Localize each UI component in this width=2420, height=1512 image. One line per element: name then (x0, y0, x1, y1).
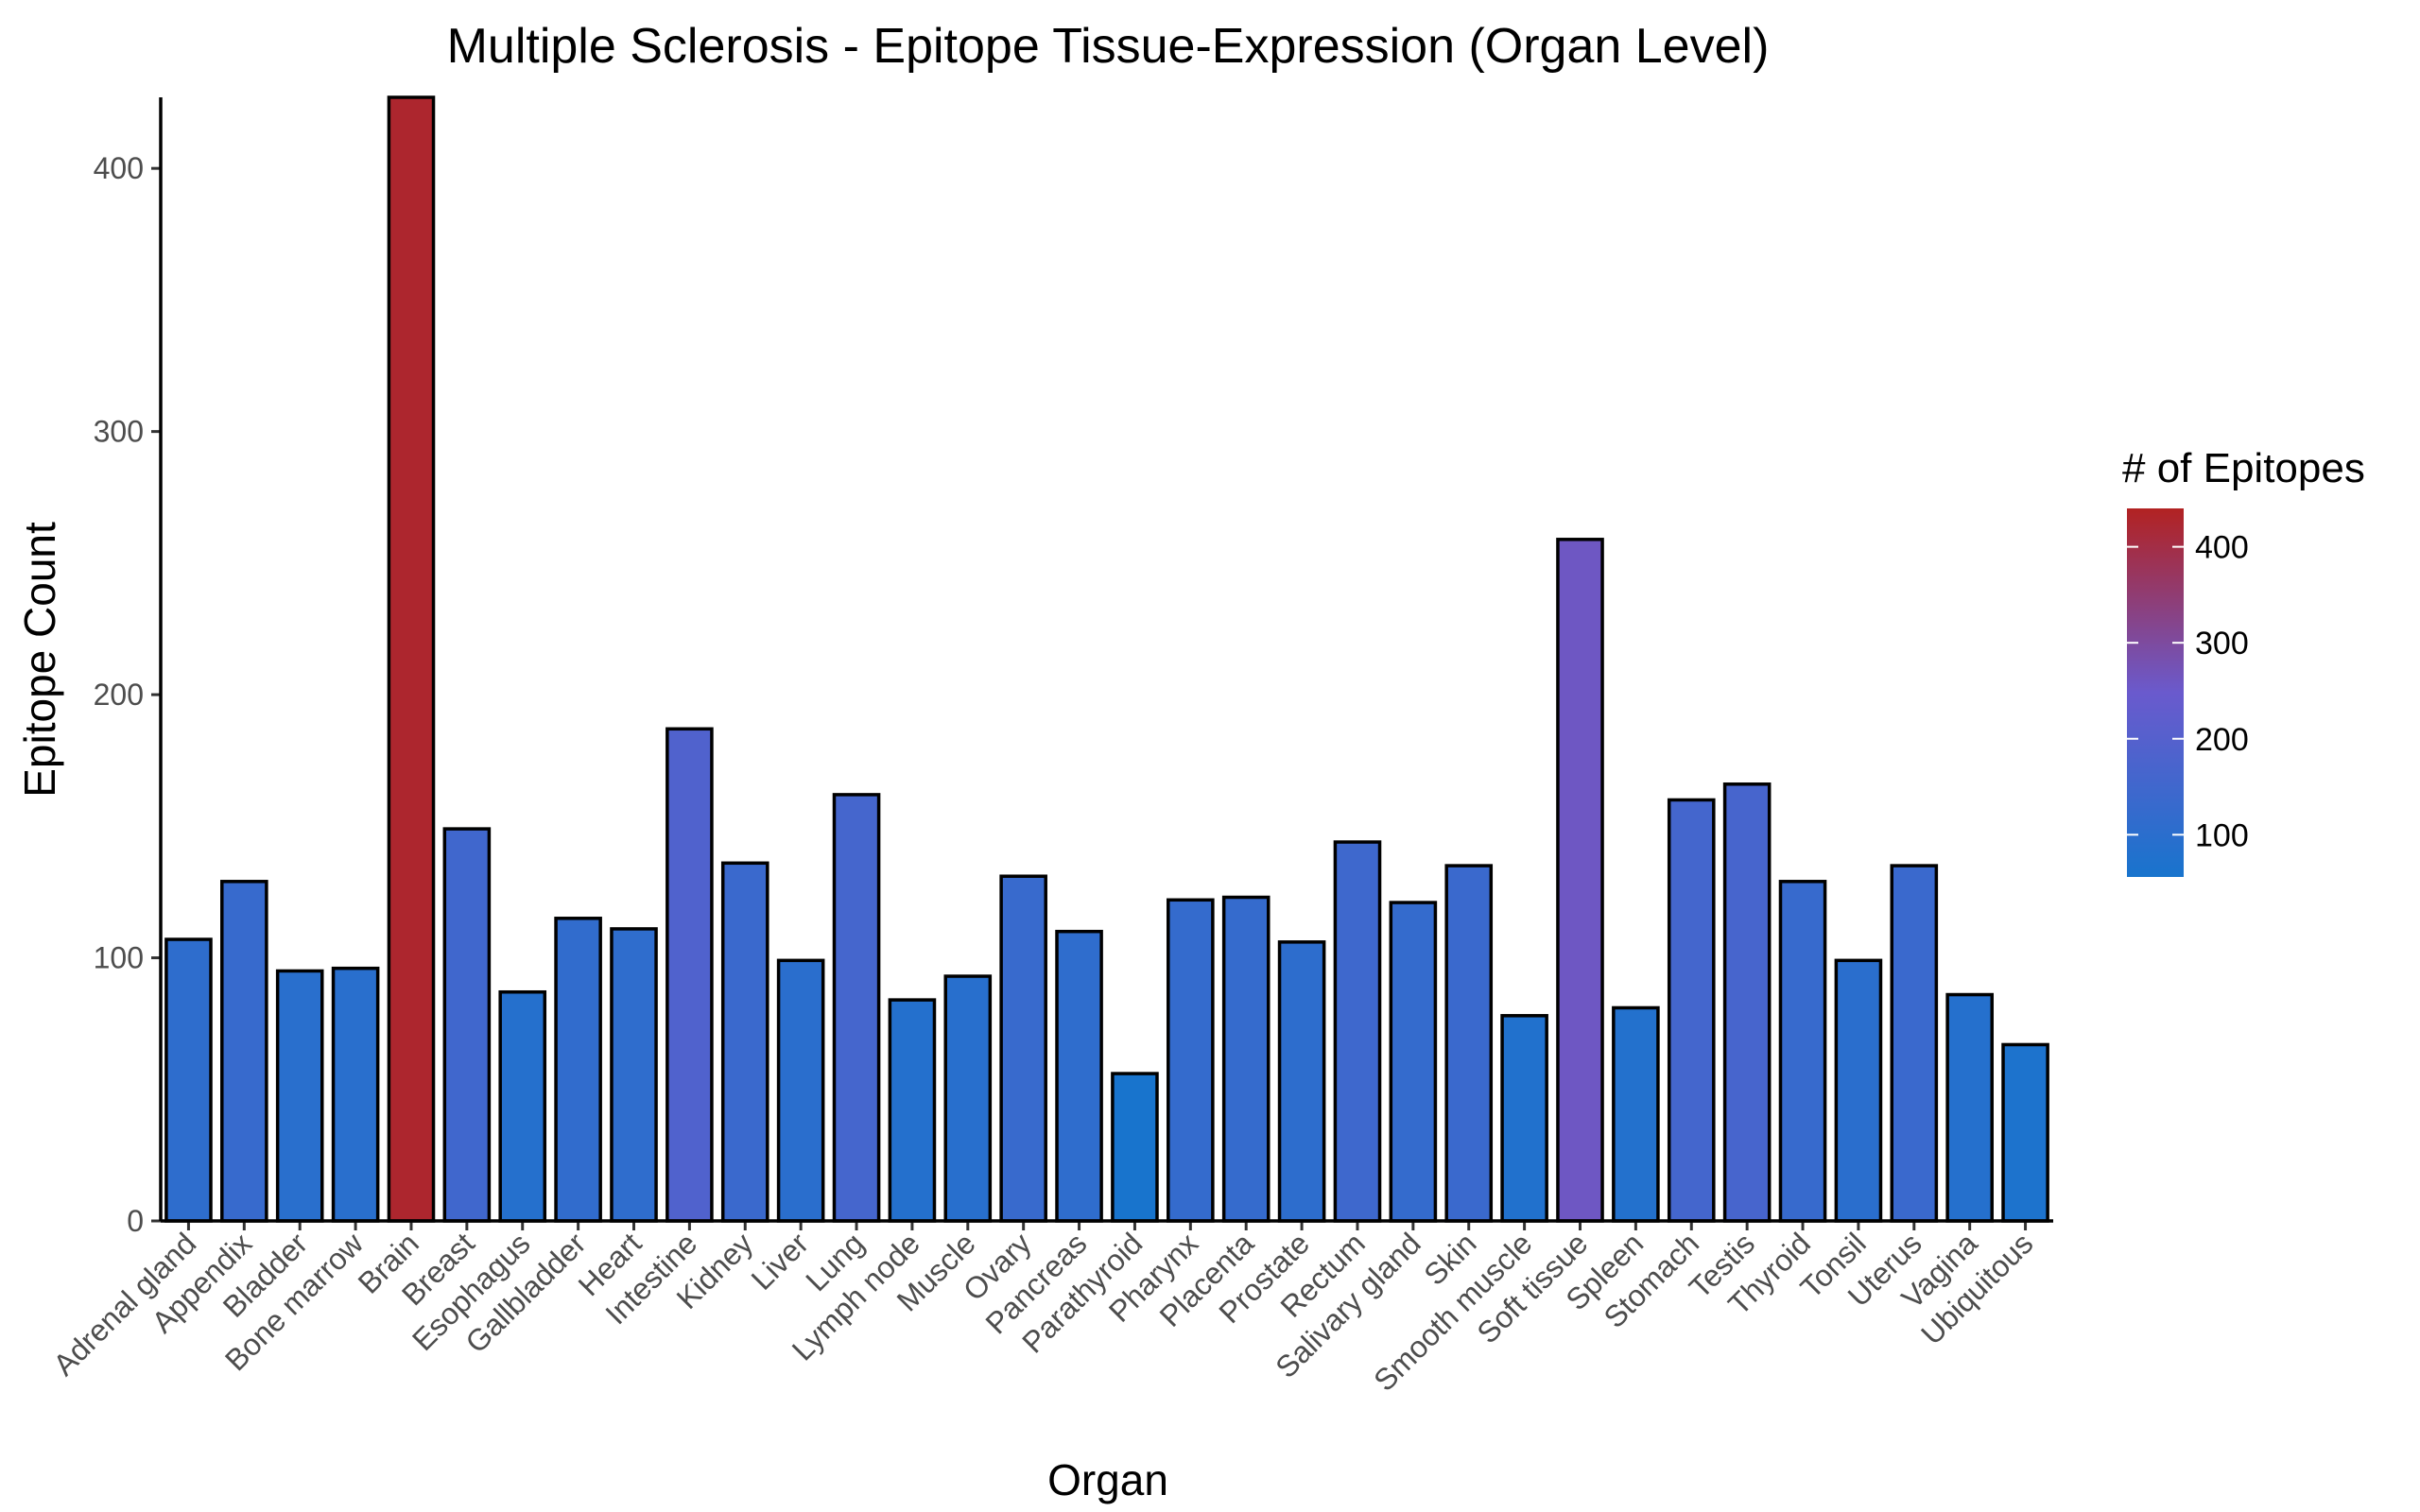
bar-pancreas (1055, 929, 1103, 1223)
legend-tick-label: 300 (2195, 626, 2249, 662)
bar-bladder (275, 969, 324, 1223)
legend-colorbar (2127, 508, 2184, 877)
y-tick-label: 200 (94, 678, 144, 712)
color-legend: # of Epitopes 100 200 300 400 (2122, 445, 2365, 877)
bar-muscle (943, 974, 993, 1223)
bar-heart (610, 927, 658, 1223)
bar-prostate (1277, 940, 1326, 1223)
legend-tick-label: 400 (2195, 530, 2249, 566)
bar-tonsil (1834, 958, 1883, 1223)
x-axis-title: Organ (1047, 1455, 1168, 1504)
bar-spleen (1612, 1005, 1660, 1223)
bar-rectum (1333, 840, 1382, 1223)
bar-ubiquitous (2001, 1042, 2049, 1223)
bar-soft-tissue (1556, 538, 1604, 1223)
bar-smooth-muscle (1500, 1014, 1548, 1223)
bar-skin (1444, 864, 1494, 1223)
legend-tick-label: 100 (2195, 817, 2249, 853)
bar-adrenal-gland (164, 937, 213, 1223)
bar-stomach (1667, 798, 1716, 1223)
bar-placenta (1221, 895, 1270, 1223)
y-axis-title: Epitope Count (15, 522, 64, 798)
y-tick-label: 300 (94, 415, 144, 449)
bar-lung (832, 793, 881, 1223)
chart-title: Multiple Sclerosis - Epitope Tissue-Expr… (447, 19, 1770, 74)
bar-parathyroid (1111, 1072, 1159, 1223)
bar-liver (776, 958, 825, 1223)
bar-pharynx (1167, 898, 1215, 1223)
y-axis-ticks: 0 100 200 300 400 (94, 151, 161, 1238)
bar-breast (442, 827, 492, 1223)
bar-gallbladder (554, 917, 602, 1223)
bars-group (164, 95, 2049, 1223)
y-tick-label: 0 (127, 1204, 144, 1238)
bar-testis (1722, 782, 1772, 1223)
legend-ticks: 100 200 300 400 (2127, 530, 2249, 853)
bar-appendix (220, 880, 268, 1223)
bar-bone-marrow (331, 966, 380, 1223)
bar-lymph-node (888, 998, 937, 1223)
bar-salivary-gland (1389, 901, 1438, 1223)
legend-tick-label: 200 (2195, 722, 2249, 758)
bar-ovary (999, 874, 1047, 1223)
bar-brain (387, 95, 436, 1223)
bar-kidney (720, 861, 769, 1223)
y-tick-label: 100 (94, 941, 144, 975)
bar-uterus (1890, 864, 1939, 1223)
bar-intestine (666, 727, 714, 1223)
y-tick-label: 400 (94, 151, 144, 185)
bar-esophagus (498, 989, 547, 1223)
x-tick-label: Liver (745, 1226, 816, 1297)
bar-thyroid (1778, 880, 1827, 1223)
legend-title: # of Epitopes (2122, 445, 2365, 491)
bar-vagina (1945, 992, 1994, 1223)
